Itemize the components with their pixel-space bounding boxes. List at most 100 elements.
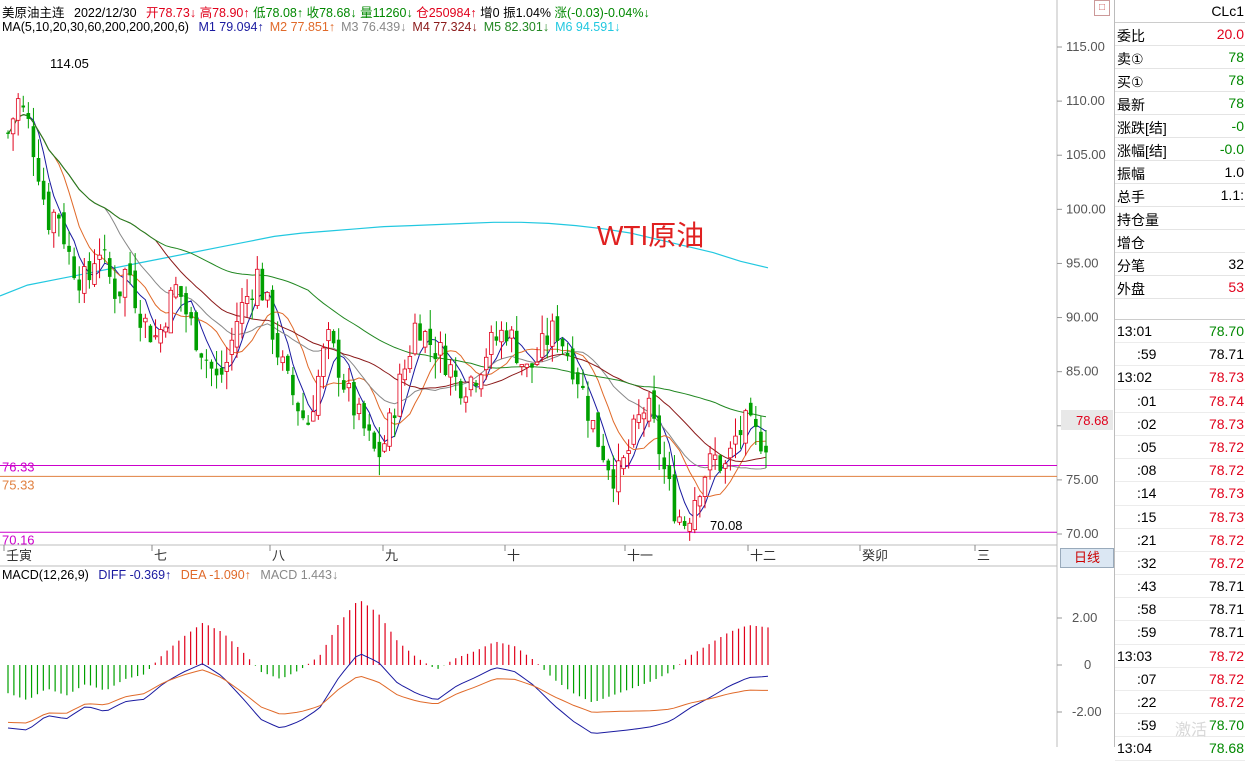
candle-body [148, 325, 153, 343]
candle-body [113, 278, 117, 299]
candle-body [82, 266, 87, 294]
candle-body [179, 286, 183, 297]
increase-value: 增0 [480, 6, 500, 20]
ma-line [7, 114, 767, 497]
tick-row: 13:01 78.70 [1115, 320, 1245, 344]
candle-body [229, 339, 235, 355]
candle-body [97, 254, 102, 260]
candle-body [51, 211, 56, 234]
price-tick: 110.00 [1066, 93, 1105, 108]
low-value: 低78.08↑ [253, 6, 304, 20]
candle-body [128, 263, 132, 276]
candle-body [453, 370, 458, 377]
open-value: 开78.73↓ [146, 6, 197, 20]
dea-line [7, 669, 768, 724]
candle-body [636, 414, 642, 423]
tick-price: 78.68 [1208, 740, 1244, 757]
candle-body [143, 317, 148, 323]
candle-body [296, 402, 300, 412]
high-value: 高78.90↑ [199, 6, 250, 20]
candle-body [596, 412, 600, 447]
time-label: 壬寅 [6, 548, 32, 563]
candle-body [41, 180, 46, 200]
tick-row: :05 78.72 [1115, 436, 1245, 460]
candle-body [463, 396, 469, 403]
tick-price: 78.73 [1208, 485, 1244, 502]
candle-body [616, 460, 621, 493]
tick-price: 78.73 [1208, 369, 1244, 386]
ma-lines [7, 114, 767, 519]
candle-body [239, 302, 245, 324]
tick-time: :14 [1137, 485, 1157, 502]
tick-row: :59 78.71 [1115, 621, 1245, 645]
candle-body [280, 356, 285, 364]
candle-body [362, 403, 366, 429]
tick-price: 78.71 [1208, 578, 1244, 595]
candle-body [189, 312, 193, 319]
candle-body [519, 364, 525, 367]
main-chart[interactable]: 76.33 75.33 70.16 115.00 110.00 105.00 100.00… [0, 0, 1114, 747]
price-tick: 115.00 [1066, 39, 1105, 54]
tick-row: :32 78.72 [1115, 552, 1245, 576]
quote-header: CLc1 [1115, 0, 1245, 23]
tick-row: :22 78.72 [1115, 691, 1245, 715]
candle-body [754, 418, 758, 428]
candle-body [412, 322, 418, 355]
ma-legend: MA(5,10,20,30,60,200,200,200,6) M1 79.09… [2, 20, 626, 34]
candle-body [712, 454, 718, 460]
tick-time: :05 [1137, 438, 1157, 455]
quote-value: 20.0 [1216, 26, 1244, 42]
ma-line [7, 114, 767, 418]
candle-body [72, 256, 76, 279]
candle-body [260, 268, 265, 301]
candle-body [133, 270, 137, 309]
candle-body [494, 336, 499, 341]
candle-body [168, 289, 173, 334]
diff-value: DIFF -0.369↑ [98, 568, 172, 582]
tick-price: 78.72 [1208, 531, 1244, 548]
tick-time: 13:03 [1117, 647, 1153, 664]
candle-body [311, 411, 316, 422]
tick-time: :59 [1137, 624, 1157, 641]
price-tick: 95.00 [1066, 255, 1099, 270]
quote-value: 78 [1228, 72, 1244, 88]
candle-body [255, 268, 260, 307]
candle-body [57, 214, 61, 219]
tick-price: 78.70 [1208, 323, 1244, 339]
tick-price: 78.72 [1208, 647, 1244, 664]
quote-row: 涨跌[结] -0 [1115, 115, 1245, 138]
ma-item-6: M6 94.591↓ [555, 20, 621, 34]
time-label: 十 [507, 548, 520, 563]
quote-key: 委比 [1117, 28, 1145, 44]
candle-body [443, 345, 448, 375]
day-line-tab[interactable]: 日线 [1060, 548, 1114, 568]
candle-body [341, 380, 346, 390]
panel-toggle-icon[interactable]: □ [1094, 0, 1110, 16]
candle-body [474, 382, 478, 387]
candle-body [326, 329, 331, 342]
quote-key: 总手 [1117, 189, 1145, 205]
tick-price: 78.74 [1208, 392, 1244, 409]
candle-body [738, 430, 743, 436]
macd-tick: 2.00 [1072, 610, 1097, 625]
ma6-path [0, 221, 769, 297]
candle-body [6, 132, 10, 134]
candle-body [62, 212, 66, 245]
quote-value: 1.0 [1224, 164, 1244, 180]
candle-body [194, 312, 199, 351]
last-price-label: 78.68 [1076, 413, 1109, 428]
date-label: 2022/12/30 [74, 6, 137, 20]
quote-value: 53 [1228, 279, 1244, 295]
quote-row: 增仓 [1115, 230, 1245, 253]
quote-row: 分笔 32 [1115, 253, 1245, 276]
candle-body [530, 363, 534, 368]
tick-time: 13:04 [1117, 740, 1153, 757]
quote-value: 78 [1228, 95, 1244, 111]
tick-list[interactable]: 13:01 78.70:59 78.71 13:02 78.73:01 78.74:02 7… [1115, 320, 1245, 761]
candle-body [672, 474, 677, 522]
candle-body [367, 424, 371, 431]
candle-body [702, 476, 708, 497]
candle-body [291, 374, 295, 396]
candle-body [285, 355, 290, 371]
candle-body [489, 331, 494, 355]
